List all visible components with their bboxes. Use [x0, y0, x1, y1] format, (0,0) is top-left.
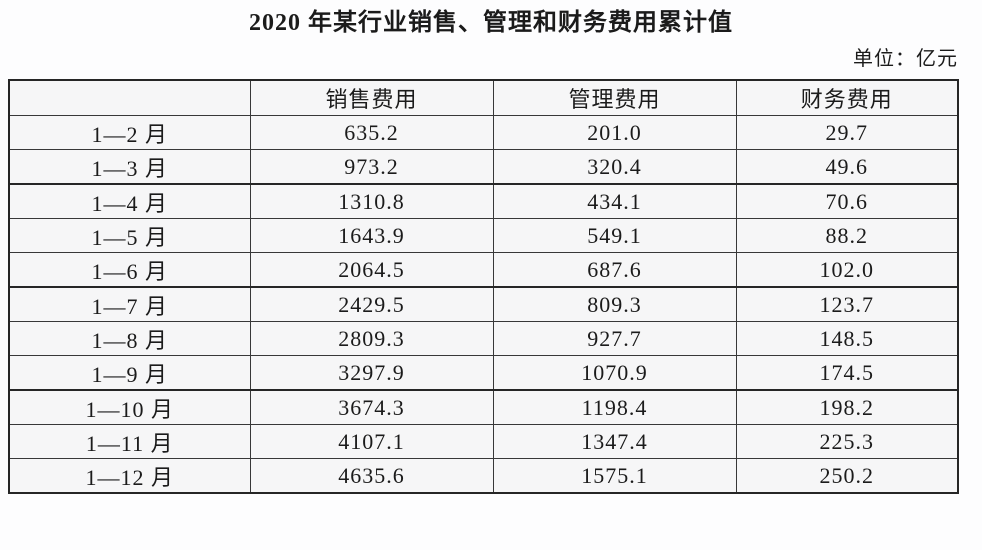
sales-value-cell: 2809.3 [249, 321, 494, 356]
period-cell: 1—10 月 [8, 389, 251, 425]
sales-value-cell: 1310.8 [249, 183, 494, 219]
sales-value-cell: 2064.5 [249, 252, 494, 288]
management-value-cell: 320.4 [492, 149, 737, 185]
table-row: 1—3 月 973.2 320.4 49.6 [8, 149, 959, 185]
finance-value-cell: 225.3 [735, 424, 959, 459]
table-row: 1—5 月 1643.9 549.1 88.2 [8, 218, 959, 253]
period-cell: 1—11 月 [8, 424, 251, 459]
finance-value-cell: 70.6 [735, 183, 959, 219]
table-header-row: 销售费用 管理费用 财务费用 [8, 79, 959, 116]
management-value-cell: 1198.4 [492, 389, 737, 425]
management-value-cell: 1347.4 [492, 424, 737, 459]
management-value-cell: 549.1 [492, 218, 737, 253]
unit-label: 单位：亿元 [853, 48, 958, 70]
page-title: 2020 年某行业销售、管理和财务费用累计值 [249, 10, 733, 36]
management-value-cell: 1070.9 [492, 355, 737, 391]
table-row: 1—11 月 4107.1 1347.4 225.3 [8, 424, 959, 459]
management-value-cell: 1575.1 [492, 458, 737, 494]
table-row: 1—12 月 4635.6 1575.1 250.2 [8, 458, 959, 494]
sales-value-cell: 4635.6 [249, 458, 494, 494]
finance-value-cell: 88.2 [735, 218, 959, 253]
management-value-cell: 201.0 [492, 115, 737, 150]
column-header-finance: 财务费用 [735, 79, 959, 116]
sales-value-cell: 3674.3 [249, 389, 494, 425]
finance-value-cell: 174.5 [735, 355, 959, 391]
finance-value-cell: 123.7 [735, 286, 959, 322]
sales-value-cell: 4107.1 [249, 424, 494, 459]
period-cell: 1—8 月 [8, 321, 251, 356]
sales-value-cell: 635.2 [249, 115, 494, 150]
corner-cell [8, 79, 251, 116]
table-row: 1—7 月 2429.5 809.3 123.7 [8, 286, 959, 322]
table-row: 1—2 月 635.2 201.0 29.7 [8, 115, 959, 150]
sales-value-cell: 2429.5 [249, 286, 494, 322]
period-cell: 1—12 月 [8, 458, 251, 494]
finance-value-cell: 198.2 [735, 389, 959, 425]
finance-value-cell: 29.7 [735, 115, 959, 150]
management-value-cell: 687.6 [492, 252, 737, 288]
table-row: 1—6 月 2064.5 687.6 102.0 [8, 252, 959, 288]
finance-value-cell: 49.6 [735, 149, 959, 185]
finance-value-cell: 250.2 [735, 458, 959, 494]
table-row: 1—10 月 3674.3 1198.4 198.2 [8, 389, 959, 425]
management-value-cell: 927.7 [492, 321, 737, 356]
period-cell: 1—2 月 [8, 115, 251, 150]
table-row: 1—9 月 3297.9 1070.9 174.5 [8, 355, 959, 391]
management-value-cell: 434.1 [492, 183, 737, 219]
sales-value-cell: 1643.9 [249, 218, 494, 253]
finance-value-cell: 102.0 [735, 252, 959, 288]
management-value-cell: 809.3 [492, 286, 737, 322]
period-cell: 1—5 月 [8, 218, 251, 253]
period-cell: 1—3 月 [8, 149, 251, 185]
finance-value-cell: 148.5 [735, 321, 959, 356]
column-header-sales: 销售费用 [249, 79, 494, 116]
period-cell: 1—7 月 [8, 286, 251, 322]
period-cell: 1—4 月 [8, 183, 251, 219]
table-row: 1—8 月 2809.3 927.7 148.5 [8, 321, 959, 356]
expense-table: 销售费用 管理费用 财务费用 1—2 月 635.2 201.0 29.7 1—… [8, 79, 959, 494]
sales-value-cell: 3297.9 [249, 355, 494, 391]
column-header-management: 管理费用 [492, 79, 737, 116]
period-cell: 1—6 月 [8, 252, 251, 288]
period-cell: 1—9 月 [8, 355, 251, 391]
sales-value-cell: 973.2 [249, 149, 494, 185]
table-row: 1—4 月 1310.8 434.1 70.6 [8, 183, 959, 219]
